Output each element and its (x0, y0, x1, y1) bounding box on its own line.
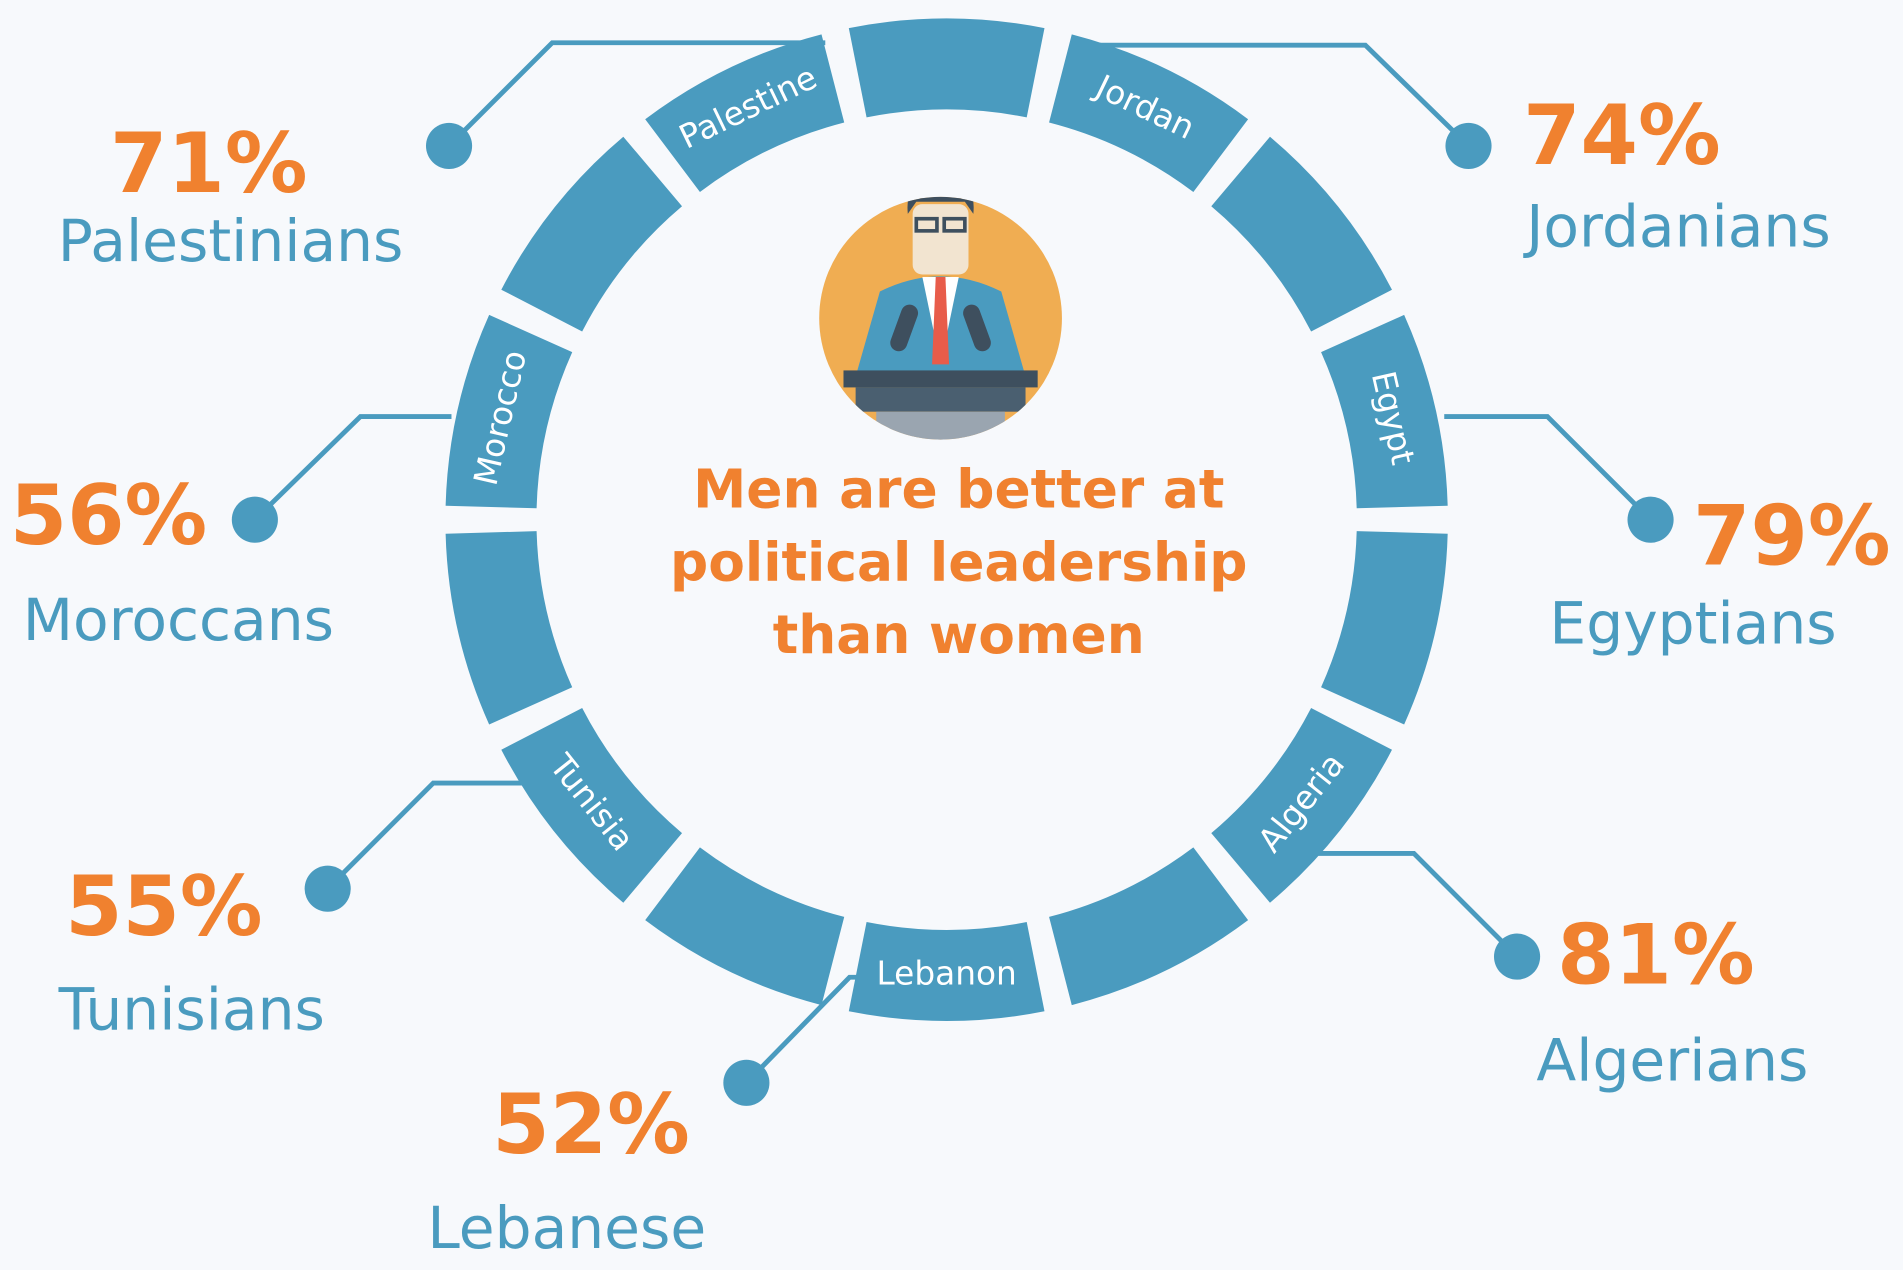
face (913, 204, 969, 274)
people-label: Lebanese (427, 1194, 706, 1262)
ring-segment (849, 18, 1045, 117)
title-line: than women (773, 603, 1145, 666)
people-label: Egyptians (1549, 589, 1836, 657)
percent: 55% (65, 859, 263, 955)
callout-dot (1494, 934, 1540, 980)
page: {"title_lines": ["Men are better at", "p… (0, 0, 1903, 1270)
title-line: Men are better at (693, 458, 1224, 521)
segment-label: Lebanon (877, 954, 1017, 992)
percent: 81% (1557, 907, 1755, 1003)
podium (856, 387, 1026, 411)
callout-dot (305, 866, 351, 912)
people-label: Jordanians (1522, 193, 1830, 261)
title-line: political leadership (670, 530, 1247, 593)
people-label: Palestinians (58, 207, 404, 275)
people-label: Moroccans (23, 586, 334, 654)
percent: 71% (110, 116, 308, 212)
people-label: Algerians (1536, 1026, 1808, 1094)
callout-dot (1445, 123, 1491, 169)
people-label: Tunisians (58, 975, 325, 1043)
podium-top (843, 370, 1037, 387)
percent: 56% (10, 468, 208, 564)
callout-dot (723, 1060, 769, 1106)
callout-dot (426, 123, 472, 169)
infographic: PalestineJordanMoroccoEgyptTunisiaAlgeri… (0, 0, 1903, 1270)
percent: 52% (492, 1077, 690, 1173)
callout-dot (1628, 497, 1674, 543)
percent: 79% (1693, 489, 1891, 585)
callout-dot (232, 497, 278, 543)
percent: 74% (1523, 88, 1721, 184)
